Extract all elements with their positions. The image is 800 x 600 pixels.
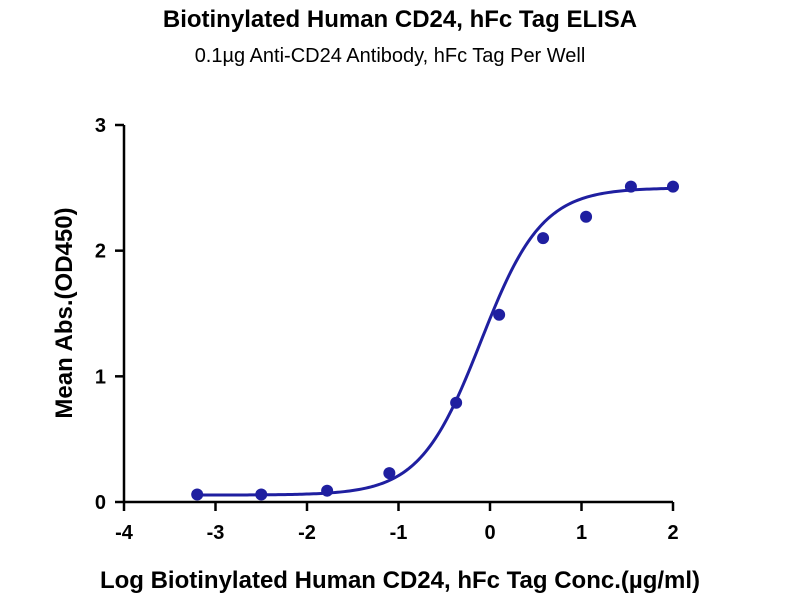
- data-point: [191, 488, 204, 501]
- fit-curve: [197, 186, 674, 497]
- fit-curve-layer: [197, 186, 674, 497]
- x-tick-label: 0: [484, 522, 495, 544]
- y-tick-label: 0: [95, 492, 106, 514]
- data-point: [493, 308, 506, 321]
- y-tick-label: 1: [95, 366, 106, 388]
- data-point: [624, 180, 637, 193]
- x-tick-label: -3: [207, 522, 225, 544]
- data-points-layer: [191, 180, 679, 501]
- data-point: [580, 210, 593, 223]
- y-axis-label: Mean Abs.(OD450): [51, 207, 78, 418]
- x-tick-label: -1: [390, 522, 408, 544]
- x-tick-label: 1: [576, 522, 587, 544]
- data-point: [383, 467, 396, 480]
- data-point: [321, 484, 334, 497]
- x-tick-label: -4: [115, 522, 134, 544]
- y-tick-label: 3: [95, 115, 106, 137]
- data-point: [537, 232, 550, 245]
- y-tick-label: 2: [95, 241, 106, 263]
- x-axis-label: Log Biotinylated Human CD24, hFc Tag Con…: [100, 567, 700, 594]
- data-point: [450, 396, 463, 409]
- x-tick-label: -2: [298, 522, 316, 544]
- data-point: [667, 180, 679, 193]
- axes: -4 -3 -2 -1 0 1 2 0 1 2 3: [95, 115, 679, 544]
- x-tick-label: 2: [667, 522, 678, 544]
- data-point: [255, 488, 268, 501]
- chart-subtitle: 0.1µg Anti-CD24 Antibody, hFc Tag Per We…: [195, 45, 586, 67]
- chart-title: Biotinylated Human CD24, hFc Tag ELISA: [163, 6, 637, 33]
